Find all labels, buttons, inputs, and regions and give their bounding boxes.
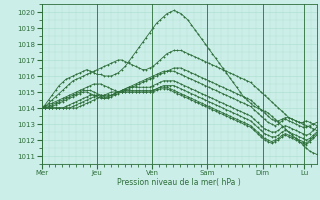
X-axis label: Pression niveau de la mer( hPa ): Pression niveau de la mer( hPa ) [117, 178, 241, 187]
